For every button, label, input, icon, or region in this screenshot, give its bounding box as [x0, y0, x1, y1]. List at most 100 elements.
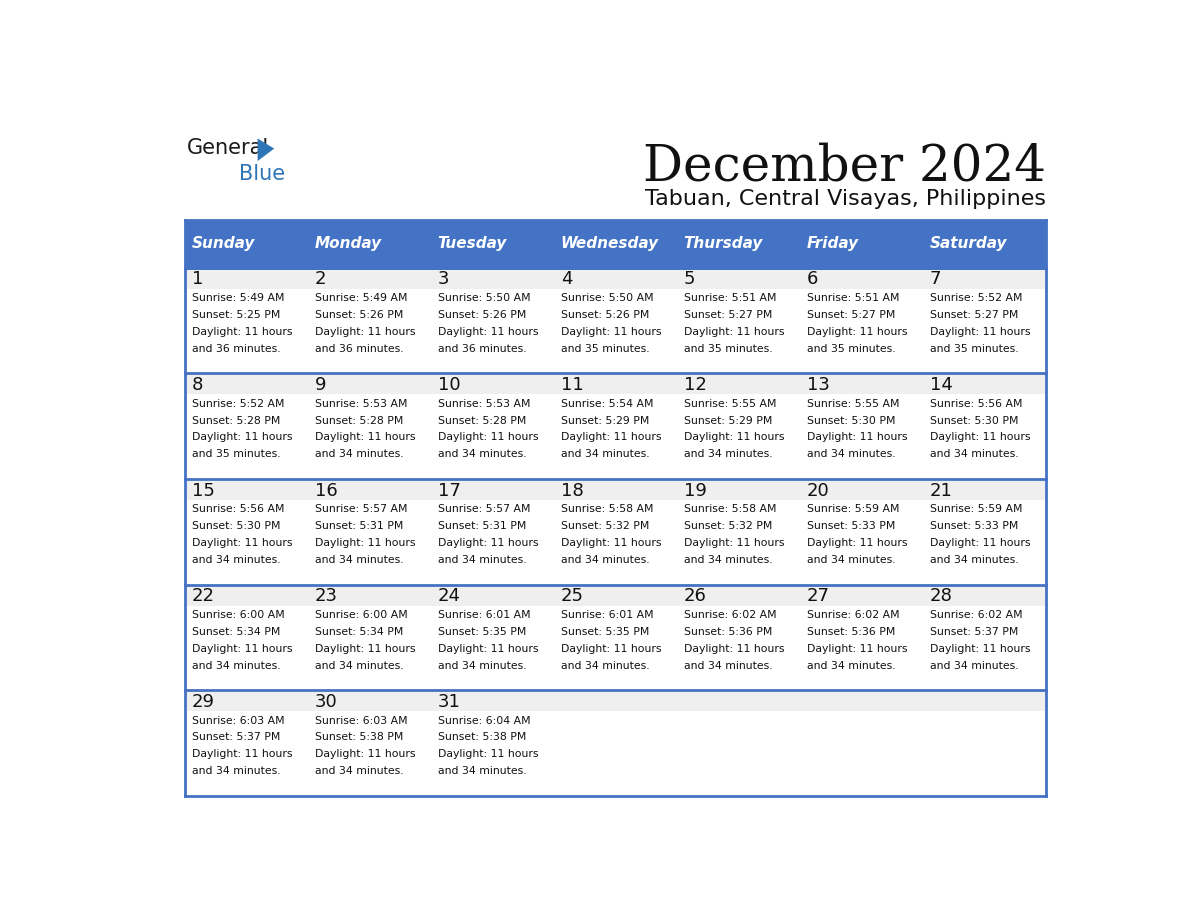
Text: and 34 minutes.: and 34 minutes.: [561, 450, 650, 460]
Text: Daylight: 11 hours: Daylight: 11 hours: [930, 432, 1030, 442]
Text: Sunset: 5:28 PM: Sunset: 5:28 PM: [315, 416, 403, 426]
Text: Daylight: 11 hours: Daylight: 11 hours: [807, 432, 908, 442]
Text: Sunset: 5:34 PM: Sunset: 5:34 PM: [315, 627, 403, 637]
Text: Tuesday: Tuesday: [437, 236, 507, 252]
Text: Sunrise: 5:57 AM: Sunrise: 5:57 AM: [437, 504, 530, 514]
Text: Sunrise: 5:51 AM: Sunrise: 5:51 AM: [807, 293, 899, 303]
Text: and 34 minutes.: and 34 minutes.: [683, 661, 772, 671]
Text: Thursday: Thursday: [683, 236, 763, 252]
Text: 6: 6: [807, 271, 819, 288]
Text: 28: 28: [930, 588, 953, 605]
Text: 29: 29: [191, 693, 215, 711]
Text: and 36 minutes.: and 36 minutes.: [437, 344, 526, 353]
Bar: [185, 711, 1047, 796]
Bar: [185, 479, 1047, 585]
Text: 4: 4: [561, 271, 573, 288]
Bar: [185, 288, 1047, 374]
Text: Sunrise: 6:01 AM: Sunrise: 6:01 AM: [561, 610, 653, 620]
Text: Daylight: 11 hours: Daylight: 11 hours: [437, 749, 538, 759]
Text: Daylight: 11 hours: Daylight: 11 hours: [930, 327, 1030, 337]
Text: Sunrise: 5:51 AM: Sunrise: 5:51 AM: [683, 293, 776, 303]
Text: 14: 14: [930, 376, 953, 394]
Text: Daylight: 11 hours: Daylight: 11 hours: [315, 538, 416, 548]
Text: Daylight: 11 hours: Daylight: 11 hours: [561, 644, 662, 654]
Text: Daylight: 11 hours: Daylight: 11 hours: [683, 538, 784, 548]
Text: 19: 19: [683, 482, 707, 499]
Text: Daylight: 11 hours: Daylight: 11 hours: [807, 538, 908, 548]
Text: 17: 17: [437, 482, 461, 499]
Text: Daylight: 11 hours: Daylight: 11 hours: [437, 644, 538, 654]
Text: Sunrise: 5:59 AM: Sunrise: 5:59 AM: [807, 504, 899, 514]
Text: and 35 minutes.: and 35 minutes.: [561, 344, 650, 353]
Text: and 34 minutes.: and 34 minutes.: [315, 450, 404, 460]
Text: Daylight: 11 hours: Daylight: 11 hours: [437, 538, 538, 548]
Text: Sunrise: 5:52 AM: Sunrise: 5:52 AM: [191, 398, 284, 409]
Text: and 34 minutes.: and 34 minutes.: [315, 767, 404, 777]
Bar: [185, 690, 1047, 796]
Text: and 34 minutes.: and 34 minutes.: [930, 555, 1018, 565]
Text: Blue: Blue: [239, 164, 285, 184]
Text: Daylight: 11 hours: Daylight: 11 hours: [930, 538, 1030, 548]
Text: Daylight: 11 hours: Daylight: 11 hours: [807, 327, 908, 337]
Text: Daylight: 11 hours: Daylight: 11 hours: [191, 327, 292, 337]
Text: Sunset: 5:35 PM: Sunset: 5:35 PM: [437, 627, 526, 637]
Text: Sunrise: 6:03 AM: Sunrise: 6:03 AM: [315, 715, 407, 725]
Text: Sunrise: 5:49 AM: Sunrise: 5:49 AM: [315, 293, 407, 303]
Text: Sunset: 5:36 PM: Sunset: 5:36 PM: [807, 627, 895, 637]
Text: Daylight: 11 hours: Daylight: 11 hours: [437, 327, 538, 337]
Text: Daylight: 11 hours: Daylight: 11 hours: [683, 432, 784, 442]
Text: and 34 minutes.: and 34 minutes.: [561, 555, 650, 565]
Text: and 34 minutes.: and 34 minutes.: [191, 555, 280, 565]
Text: 23: 23: [315, 588, 337, 605]
Bar: [185, 395, 1047, 479]
Text: 20: 20: [807, 482, 829, 499]
Text: and 35 minutes.: and 35 minutes.: [191, 450, 280, 460]
Text: 3: 3: [437, 271, 449, 288]
Text: and 34 minutes.: and 34 minutes.: [561, 661, 650, 671]
Text: 26: 26: [683, 588, 707, 605]
Text: and 34 minutes.: and 34 minutes.: [437, 767, 526, 777]
Text: Daylight: 11 hours: Daylight: 11 hours: [191, 432, 292, 442]
Text: and 34 minutes.: and 34 minutes.: [930, 661, 1018, 671]
Text: Sunrise: 5:59 AM: Sunrise: 5:59 AM: [930, 504, 1022, 514]
Text: and 34 minutes.: and 34 minutes.: [191, 661, 280, 671]
Text: and 34 minutes.: and 34 minutes.: [315, 661, 404, 671]
Text: Sunrise: 5:57 AM: Sunrise: 5:57 AM: [315, 504, 407, 514]
Text: Sunset: 5:28 PM: Sunset: 5:28 PM: [437, 416, 526, 426]
Text: Daylight: 11 hours: Daylight: 11 hours: [561, 432, 662, 442]
Text: and 35 minutes.: and 35 minutes.: [930, 344, 1018, 353]
Text: 5: 5: [683, 271, 695, 288]
Text: and 34 minutes.: and 34 minutes.: [437, 450, 526, 460]
Text: Sunrise: 5:56 AM: Sunrise: 5:56 AM: [191, 504, 284, 514]
Text: Sunset: 5:31 PM: Sunset: 5:31 PM: [315, 521, 403, 532]
Text: Sunset: 5:26 PM: Sunset: 5:26 PM: [561, 310, 649, 319]
Text: Sunrise: 5:50 AM: Sunrise: 5:50 AM: [561, 293, 653, 303]
Text: Sunset: 5:27 PM: Sunset: 5:27 PM: [683, 310, 772, 319]
Text: Tabuan, Central Visayas, Philippines: Tabuan, Central Visayas, Philippines: [645, 189, 1047, 209]
Text: Daylight: 11 hours: Daylight: 11 hours: [683, 644, 784, 654]
Text: Sunrise: 5:58 AM: Sunrise: 5:58 AM: [683, 504, 776, 514]
Text: Daylight: 11 hours: Daylight: 11 hours: [437, 432, 538, 442]
Text: Sunrise: 5:54 AM: Sunrise: 5:54 AM: [561, 398, 653, 409]
Text: and 34 minutes.: and 34 minutes.: [930, 450, 1018, 460]
Text: Sunrise: 6:00 AM: Sunrise: 6:00 AM: [191, 610, 284, 620]
Text: Sunrise: 6:00 AM: Sunrise: 6:00 AM: [315, 610, 407, 620]
Text: Sunset: 5:32 PM: Sunset: 5:32 PM: [561, 521, 649, 532]
Text: Sunset: 5:30 PM: Sunset: 5:30 PM: [807, 416, 896, 426]
Text: Sunset: 5:35 PM: Sunset: 5:35 PM: [561, 627, 649, 637]
Text: Sunrise: 5:56 AM: Sunrise: 5:56 AM: [930, 398, 1022, 409]
Text: Daylight: 11 hours: Daylight: 11 hours: [315, 749, 416, 759]
Text: Sunset: 5:32 PM: Sunset: 5:32 PM: [683, 521, 772, 532]
Text: Daylight: 11 hours: Daylight: 11 hours: [930, 644, 1030, 654]
Text: Sunset: 5:30 PM: Sunset: 5:30 PM: [930, 416, 1018, 426]
Text: 8: 8: [191, 376, 203, 394]
Text: Sunset: 5:37 PM: Sunset: 5:37 PM: [191, 733, 280, 743]
Text: Sunset: 5:33 PM: Sunset: 5:33 PM: [807, 521, 895, 532]
Text: Sunset: 5:30 PM: Sunset: 5:30 PM: [191, 521, 280, 532]
Text: General: General: [188, 139, 270, 159]
Text: December 2024: December 2024: [643, 142, 1047, 192]
Bar: [185, 374, 1047, 479]
Text: Sunset: 5:26 PM: Sunset: 5:26 PM: [437, 310, 526, 319]
Bar: [185, 606, 1047, 690]
Text: Daylight: 11 hours: Daylight: 11 hours: [191, 538, 292, 548]
